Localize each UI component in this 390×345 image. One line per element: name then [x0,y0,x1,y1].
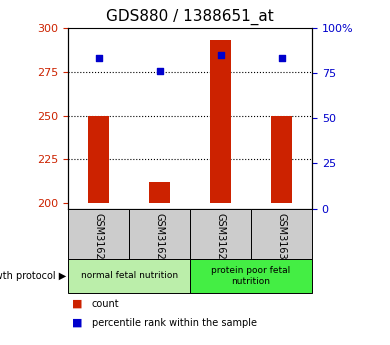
Bar [149,183,170,204]
Bar [271,116,292,204]
Text: GSM31630: GSM31630 [277,213,287,265]
Text: GSM31627: GSM31627 [94,213,104,266]
Bar [251,209,312,259]
Text: growth protocol ▶: growth protocol ▶ [0,271,66,281]
Bar [68,259,190,293]
Text: protein poor fetal
nutrition: protein poor fetal nutrition [211,266,291,286]
Text: percentile rank within the sample: percentile rank within the sample [92,318,257,327]
Point [278,56,285,61]
Bar [129,209,190,259]
Bar [210,40,231,204]
Text: GSM31628: GSM31628 [155,213,165,266]
Bar [68,209,129,259]
Bar [88,116,109,204]
Point [96,56,102,61]
Point [218,52,224,58]
Text: normal fetal nutrition: normal fetal nutrition [81,272,178,280]
Point [156,68,163,74]
Bar [190,259,312,293]
Text: ■: ■ [72,318,83,327]
Bar [190,209,251,259]
Text: count: count [92,299,119,308]
Text: GSM31629: GSM31629 [216,213,225,266]
Title: GDS880 / 1388651_at: GDS880 / 1388651_at [106,9,274,25]
Text: ■: ■ [72,299,83,308]
